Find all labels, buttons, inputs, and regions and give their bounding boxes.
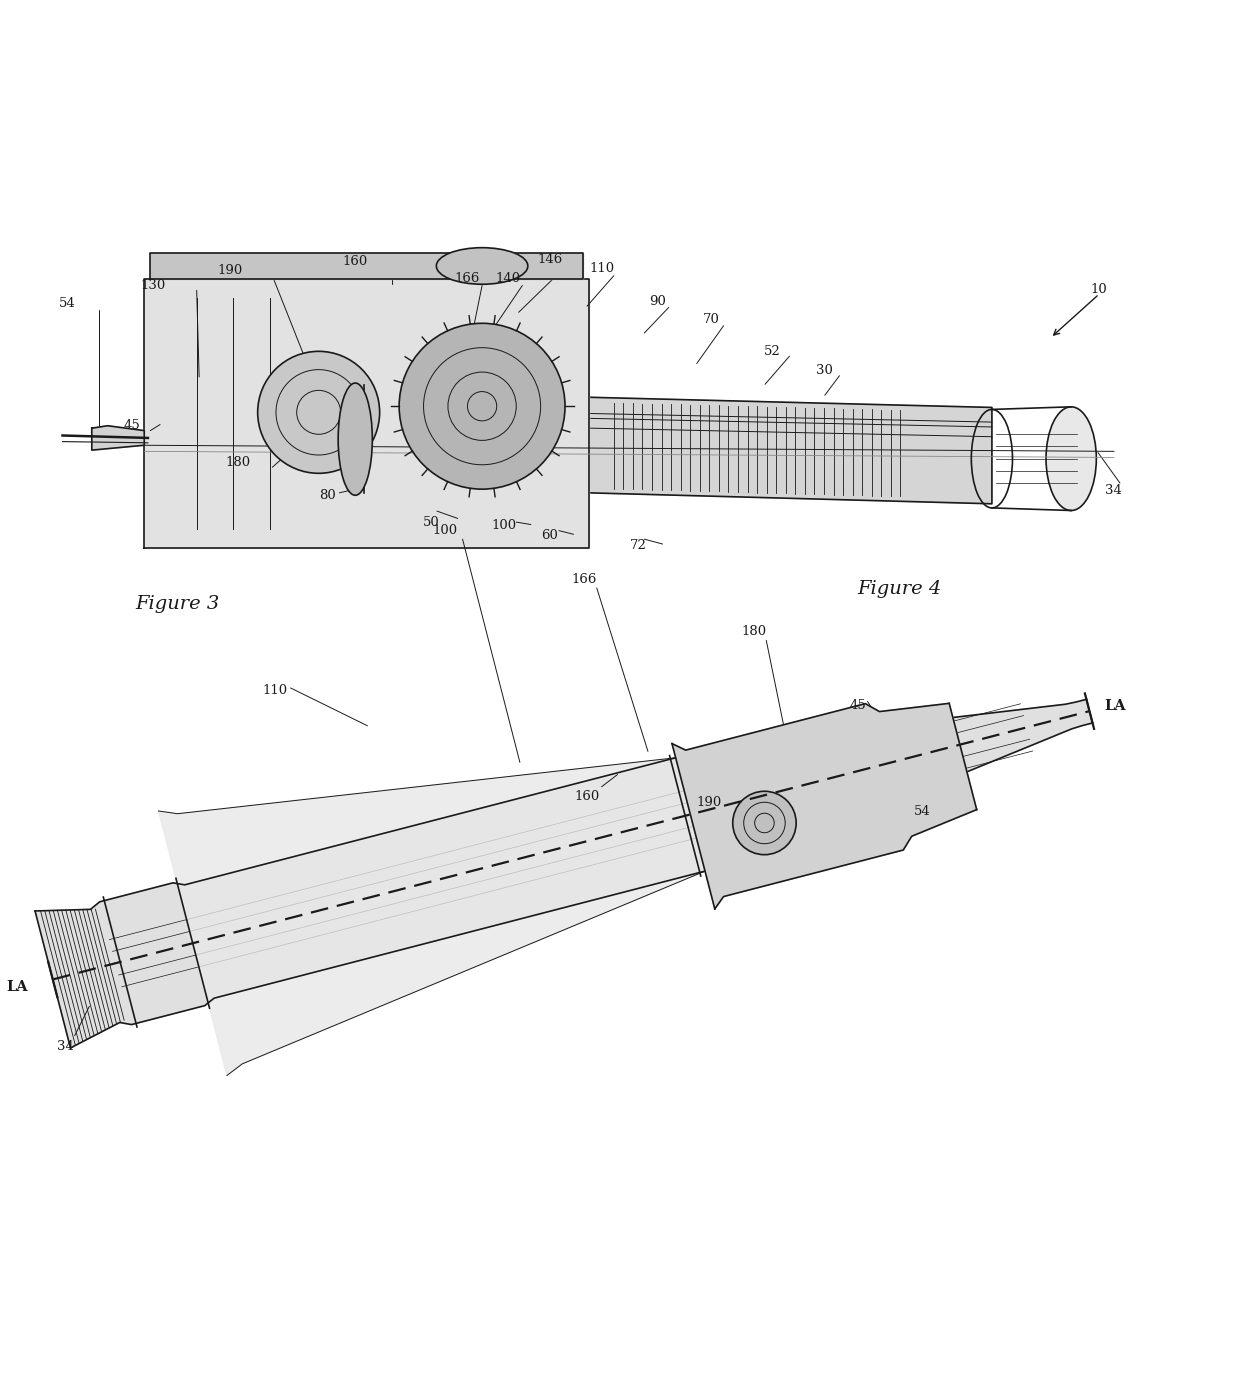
Text: 54: 54 (60, 297, 76, 311)
Circle shape (258, 351, 379, 474)
Polygon shape (159, 758, 706, 1075)
Text: 190: 190 (217, 265, 242, 277)
Text: 110: 110 (262, 684, 288, 696)
Text: 34: 34 (1105, 483, 1122, 497)
Text: Figure 3: Figure 3 (135, 595, 219, 613)
Text: 160: 160 (342, 255, 368, 267)
Ellipse shape (339, 383, 372, 496)
Polygon shape (672, 703, 977, 908)
Text: LA: LA (1104, 699, 1126, 713)
Text: 10: 10 (1091, 283, 1107, 295)
Circle shape (733, 791, 796, 855)
Text: 100: 100 (433, 524, 458, 538)
Text: Figure 4: Figure 4 (858, 579, 942, 598)
Text: 45: 45 (124, 419, 140, 432)
Text: 146: 146 (538, 254, 563, 266)
Text: 180: 180 (226, 456, 250, 469)
Ellipse shape (436, 248, 528, 284)
Ellipse shape (1047, 407, 1096, 510)
Polygon shape (35, 699, 1092, 1048)
Text: 50: 50 (423, 515, 439, 528)
Text: 30: 30 (816, 365, 833, 378)
Text: 110: 110 (589, 262, 614, 274)
Text: 190: 190 (697, 797, 722, 809)
Text: LA: LA (6, 979, 29, 993)
Text: 52: 52 (764, 345, 781, 358)
Text: 34: 34 (57, 1041, 73, 1053)
Text: 90: 90 (650, 295, 666, 308)
Text: 60: 60 (541, 529, 558, 542)
Polygon shape (363, 391, 992, 504)
Text: 180: 180 (742, 625, 766, 638)
Polygon shape (92, 426, 144, 450)
Polygon shape (150, 252, 583, 280)
Text: 72: 72 (630, 539, 646, 552)
Text: 166: 166 (455, 272, 480, 284)
Polygon shape (144, 280, 589, 547)
Text: 100: 100 (491, 520, 517, 532)
Circle shape (399, 323, 565, 489)
Text: 54: 54 (914, 805, 931, 818)
Text: 130: 130 (140, 279, 165, 293)
Text: 166: 166 (572, 573, 598, 586)
Text: 160: 160 (574, 790, 600, 802)
Text: 45: 45 (849, 698, 866, 712)
Text: 80: 80 (319, 489, 336, 501)
Text: 140: 140 (495, 272, 521, 284)
Text: 70: 70 (703, 313, 720, 326)
